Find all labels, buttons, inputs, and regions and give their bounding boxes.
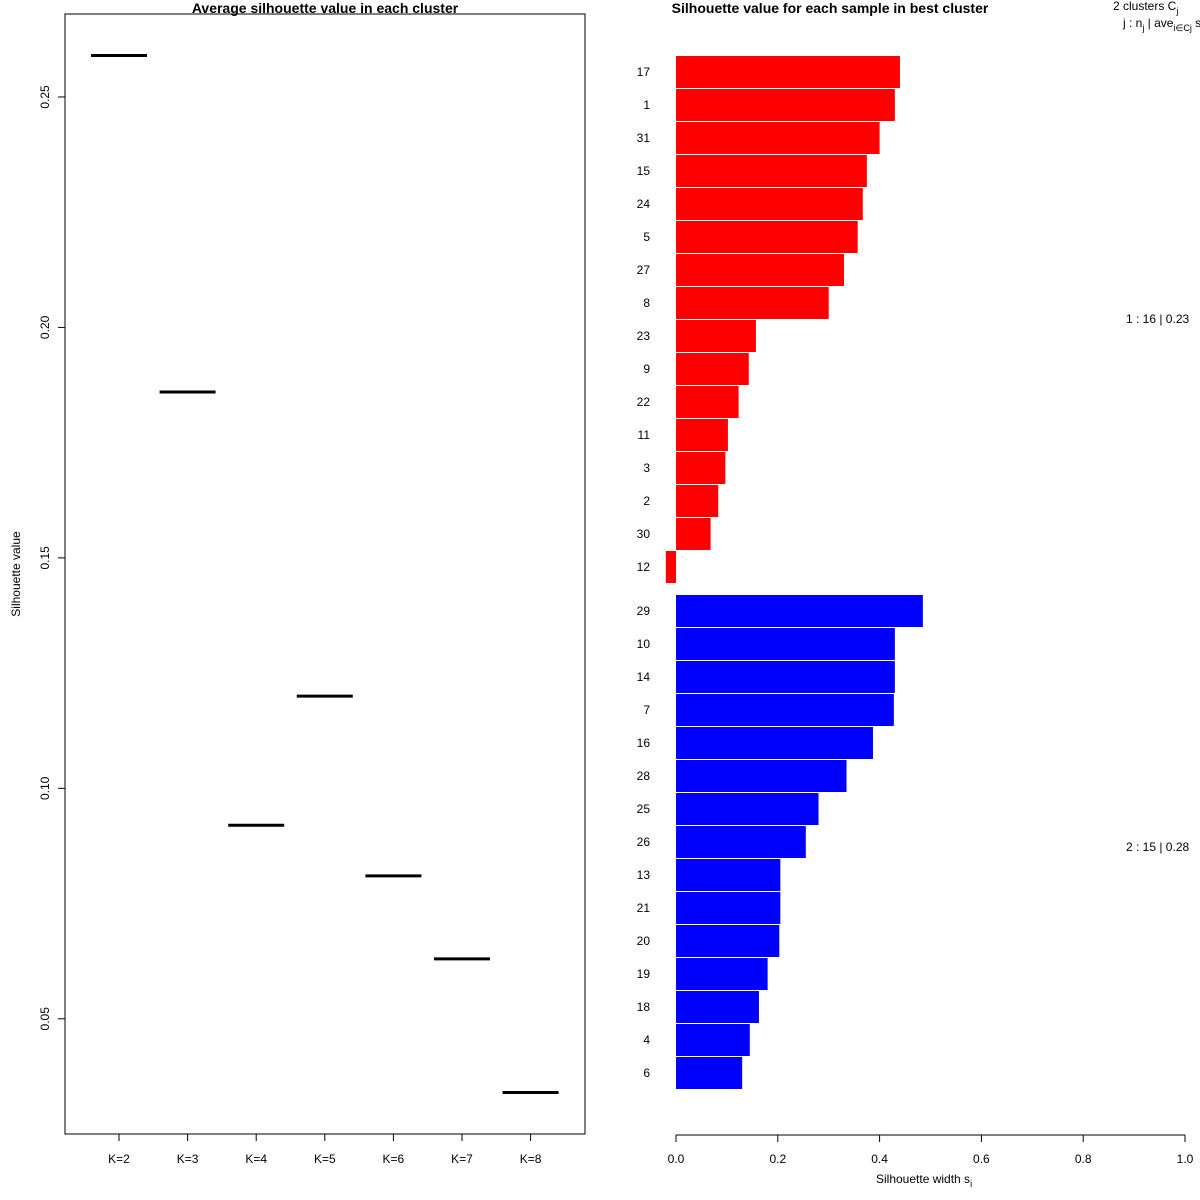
silhouette-bar-sample-3 bbox=[676, 452, 726, 484]
silhouette-bar-sample-25 bbox=[676, 793, 819, 825]
legend-header-line1: 2 clusters Cj bbox=[1113, 0, 1178, 16]
sample-label-30: 30 bbox=[637, 527, 651, 541]
silhouette-bar-sample-8 bbox=[676, 287, 829, 319]
sample-label-25: 25 bbox=[637, 802, 651, 816]
left-y-tick-label: 0.05 bbox=[38, 1007, 52, 1031]
silhouette-bar-sample-22 bbox=[676, 386, 739, 418]
left-x-tick-label: K=7 bbox=[451, 1152, 473, 1166]
left-y-tick-label: 0.25 bbox=[38, 85, 52, 109]
sample-label-9: 9 bbox=[643, 362, 650, 376]
silhouette-bar-sample-28 bbox=[676, 760, 847, 792]
silhouette-bar-sample-1 bbox=[676, 89, 895, 121]
legend-header: 2 clusters Cj j : nj | avei∈Cj si bbox=[1113, 0, 1200, 33]
left-x-tick-label: K=5 bbox=[314, 1152, 336, 1166]
sample-label-14: 14 bbox=[637, 670, 651, 684]
cluster-2-summary: 2 : 15 | 0.28 bbox=[1126, 840, 1189, 854]
left-data-marks bbox=[91, 53, 559, 1095]
right-sample-labels: 1713115245278239221132301229101471628252… bbox=[637, 65, 651, 1080]
left-plot-frame bbox=[64, 13, 586, 1135]
left-x-tick-label: K=6 bbox=[383, 1152, 405, 1166]
left-y-tick-label: 0.15 bbox=[38, 546, 52, 570]
right-x-tick-label: 0.8 bbox=[1075, 1152, 1092, 1166]
silhouette-bar-sample-15 bbox=[676, 155, 867, 187]
silhouette-bar-sample-23 bbox=[676, 320, 756, 352]
sample-label-18: 18 bbox=[637, 1000, 651, 1014]
legend-header-line2: j : nj | avei∈Cj si bbox=[1122, 16, 1200, 33]
left-chart-title: Average silhouette value in each cluster bbox=[192, 0, 459, 16]
sample-label-12: 12 bbox=[637, 560, 651, 574]
left-y-tick-label: 0.10 bbox=[38, 776, 52, 800]
right-x-axis: 0.0 0.2 0.4 0.6 0.8 1.0 bbox=[668, 1134, 1194, 1166]
silhouette-bar-sample-5 bbox=[676, 221, 858, 253]
silhouette-bar-sample-30 bbox=[676, 518, 711, 550]
sample-label-15: 15 bbox=[637, 164, 651, 178]
silhouette-bar-sample-18 bbox=[676, 991, 759, 1023]
right-x-tick-label: 0.2 bbox=[769, 1152, 786, 1166]
sample-label-26: 26 bbox=[637, 835, 651, 849]
silhouette-bar-sample-12 bbox=[665, 551, 676, 583]
silhouette-bar-sample-20 bbox=[676, 925, 780, 957]
silhouette-bar-sample-7 bbox=[676, 694, 894, 726]
left-x-tick-label: K=3 bbox=[177, 1152, 199, 1166]
right-chart-title: Silhouette value for each sample in best… bbox=[672, 0, 989, 16]
silhouette-bar-sample-29 bbox=[676, 595, 923, 627]
sample-label-11: 11 bbox=[638, 428, 651, 442]
sample-label-23: 23 bbox=[637, 329, 651, 343]
cluster-1-summary: 1 : 16 | 0.23 bbox=[1126, 312, 1189, 326]
sample-label-3: 3 bbox=[643, 461, 650, 475]
silhouette-bar-sample-27 bbox=[676, 254, 844, 286]
left-y-tick-label: 0.20 bbox=[38, 315, 52, 339]
right-x-tick-label: 0.4 bbox=[871, 1152, 888, 1166]
left-y-axis: 0.05 0.10 0.15 0.20 0.25 bbox=[38, 85, 65, 1030]
sample-label-28: 28 bbox=[637, 769, 651, 783]
sample-label-4: 4 bbox=[643, 1033, 650, 1047]
sample-label-31: 31 bbox=[637, 131, 651, 145]
silhouette-bar-sample-21 bbox=[676, 892, 781, 924]
left-x-tick-label: K=8 bbox=[520, 1152, 542, 1166]
sample-label-8: 8 bbox=[643, 296, 650, 310]
sample-label-2: 2 bbox=[643, 494, 650, 508]
sample-label-22: 22 bbox=[637, 395, 651, 409]
silhouette-bar-sample-19 bbox=[676, 958, 768, 990]
silhouette-bar-sample-16 bbox=[676, 727, 873, 759]
sample-label-16: 16 bbox=[637, 736, 651, 750]
silhouette-bar-sample-26 bbox=[676, 826, 806, 858]
left-chart-panel: Average silhouette value in each cluster… bbox=[9, 0, 586, 1166]
sample-label-5: 5 bbox=[643, 230, 650, 244]
right-x-tick-label: 1.0 bbox=[1177, 1152, 1194, 1166]
silhouette-bar-sample-14 bbox=[676, 661, 895, 693]
silhouette-bar-sample-4 bbox=[676, 1024, 750, 1056]
right-chart-panel: Silhouette value for each sample in best… bbox=[637, 0, 1200, 1189]
right-x-axis-label: Silhouette width si bbox=[876, 1172, 972, 1189]
sample-label-21: 21 bbox=[637, 901, 651, 915]
sample-label-24: 24 bbox=[637, 197, 651, 211]
silhouette-bar-sample-2 bbox=[676, 485, 719, 517]
sample-label-1: 1 bbox=[643, 98, 650, 112]
left-x-tick-label: K=2 bbox=[108, 1152, 130, 1166]
sample-label-10: 10 bbox=[637, 637, 651, 651]
left-y-axis-label: Silhouette value bbox=[9, 531, 23, 617]
sample-label-7: 7 bbox=[643, 703, 650, 717]
right-x-tick-label: 0.6 bbox=[973, 1152, 990, 1166]
silhouette-bar-sample-31 bbox=[676, 122, 880, 154]
silhouette-bar-sample-24 bbox=[676, 188, 863, 220]
silhouette-bar-sample-13 bbox=[676, 859, 781, 891]
sample-label-13: 13 bbox=[637, 868, 651, 882]
right-x-tick-label: 0.0 bbox=[668, 1152, 685, 1166]
silhouette-bar-sample-9 bbox=[676, 353, 749, 385]
right-data-bars bbox=[665, 56, 923, 1089]
left-x-tick-label: K=4 bbox=[245, 1152, 267, 1166]
sample-label-6: 6 bbox=[643, 1066, 650, 1080]
silhouette-bar-sample-11 bbox=[676, 419, 728, 451]
sample-label-29: 29 bbox=[637, 604, 651, 618]
silhouette-bar-sample-10 bbox=[676, 628, 895, 660]
silhouette-bar-sample-17 bbox=[676, 56, 900, 88]
sample-label-27: 27 bbox=[637, 263, 651, 277]
sample-label-17: 17 bbox=[637, 65, 651, 79]
sample-label-19: 19 bbox=[637, 967, 651, 981]
sample-label-20: 20 bbox=[637, 934, 651, 948]
silhouette-bar-sample-6 bbox=[676, 1057, 743, 1089]
left-x-axis: K=2 K=3 K=4 K=5 K=6 K=7 K=8 bbox=[108, 1134, 542, 1166]
